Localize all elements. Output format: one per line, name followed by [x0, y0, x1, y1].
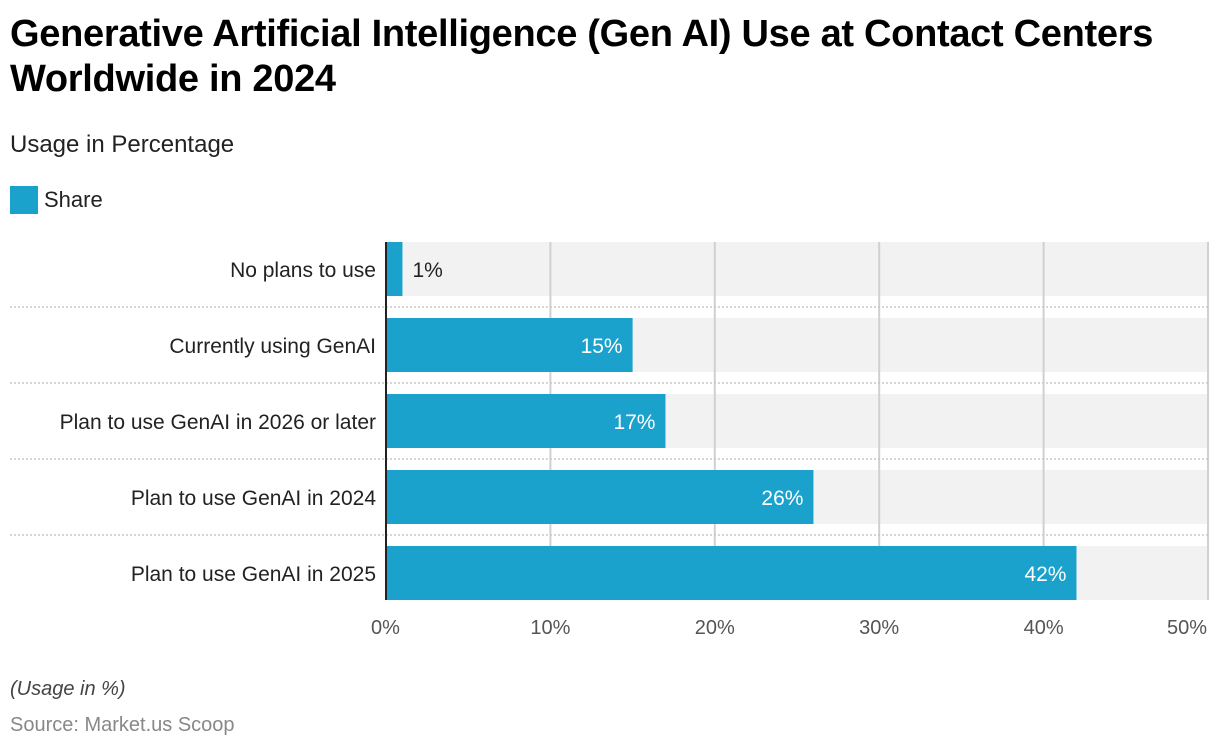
- category-label: Plan to use GenAI in 2024: [131, 487, 376, 510]
- category-label: Plan to use GenAI in 2025: [131, 563, 376, 586]
- category-label: Plan to use GenAI in 2026 or later: [60, 411, 376, 434]
- chart-source: Source: Market.us Scoop: [10, 714, 235, 736]
- x-tick-label: 30%: [859, 617, 899, 639]
- data-label: 42%: [1024, 563, 1066, 586]
- chart-subtitle: Usage in Percentage: [10, 131, 235, 158]
- chart-title: Generative Artificial Intelligence (Gen …: [10, 13, 1154, 100]
- bar: [386, 546, 1077, 600]
- bar: [386, 394, 666, 448]
- x-tick-label: 10%: [530, 617, 570, 639]
- category-label: No plans to use: [230, 259, 376, 282]
- legend-swatch-share: [10, 186, 38, 214]
- data-label: 1%: [412, 259, 442, 282]
- chart-note: (Usage in %): [10, 678, 126, 700]
- data-label: 15%: [581, 335, 623, 358]
- row-band: [386, 242, 1208, 296]
- bar: [386, 470, 814, 524]
- data-label: 17%: [613, 411, 655, 434]
- legend: Share: [10, 186, 103, 214]
- x-tick-label: 0%: [371, 617, 400, 639]
- x-tick-label: 20%: [695, 617, 735, 639]
- x-tick-label: 50%: [1167, 617, 1207, 639]
- x-tick-label: 40%: [1024, 617, 1064, 639]
- legend-label-share: Share: [44, 187, 103, 212]
- data-label: 26%: [761, 487, 803, 510]
- bar: [386, 318, 633, 372]
- category-label: Currently using GenAI: [169, 335, 376, 358]
- bar: [386, 242, 403, 296]
